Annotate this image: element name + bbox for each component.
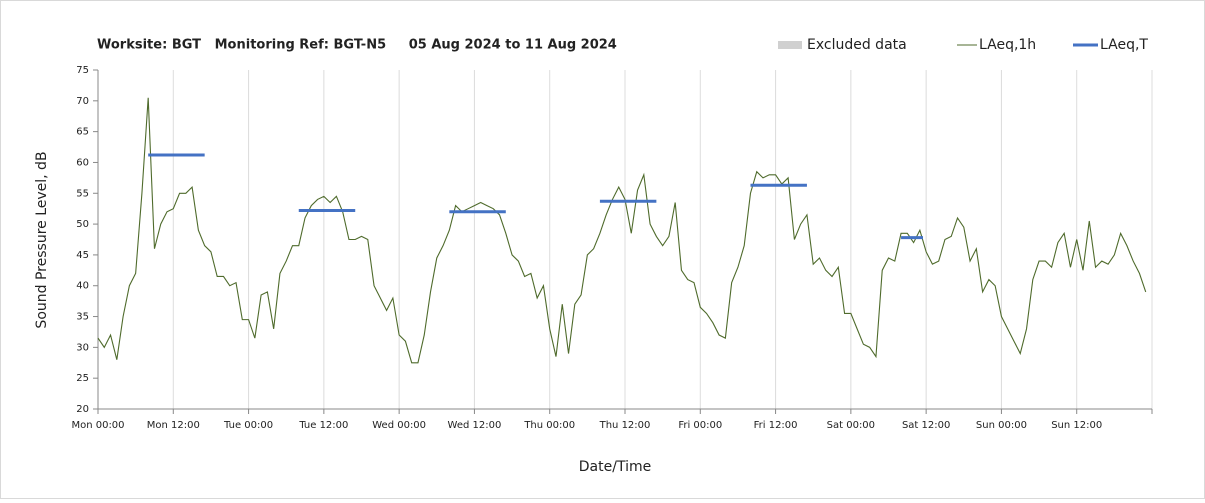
x-tick-label: Wed 12:00 xyxy=(448,420,502,431)
y-tick-label: 45 xyxy=(76,250,89,261)
x-axis-label: Date/Time xyxy=(579,459,651,475)
x-tick-label: Thu 12:00 xyxy=(599,420,651,431)
y-tick-label: 70 xyxy=(76,96,89,107)
x-tick-label: Tue 00:00 xyxy=(223,420,273,431)
x-tick-label: Mon 12:00 xyxy=(147,420,200,431)
legend-label: LAeq,T xyxy=(1100,37,1148,53)
legend-label: Excluded data xyxy=(807,37,907,53)
y-tick-label: 50 xyxy=(76,219,89,230)
x-tick-label: Fri 00:00 xyxy=(678,420,722,431)
y-tick-label: 60 xyxy=(76,157,89,168)
legend-swatch xyxy=(778,41,802,49)
y-tick-label: 30 xyxy=(76,342,89,353)
y-tick-label: 40 xyxy=(76,281,89,292)
x-tick-label: Wed 00:00 xyxy=(372,420,426,431)
x-tick-label: Sun 12:00 xyxy=(1051,420,1102,431)
legend-label: LAeq,1h xyxy=(979,37,1036,53)
y-tick-label: 25 xyxy=(76,373,89,384)
y-tick-label: 75 xyxy=(76,65,89,76)
y-tick-label: 65 xyxy=(76,127,89,138)
y-tick-label: 55 xyxy=(76,188,89,199)
data-line xyxy=(97,97,1147,364)
x-tick-label: Tue 12:00 xyxy=(298,420,348,431)
x-tick-label: Sat 00:00 xyxy=(827,420,875,431)
y-tick-label: 20 xyxy=(76,404,89,415)
x-tick-label: Sun 00:00 xyxy=(976,420,1027,431)
y-axis-label: Sound Pressure Level, dB xyxy=(34,151,50,328)
y-tick-label: 35 xyxy=(76,312,89,323)
chart-title: Worksite: BGT Monitoring Ref: BGT-N5 05 … xyxy=(97,38,617,53)
x-tick-label: Mon 00:00 xyxy=(71,420,124,431)
x-tick-label: Fri 12:00 xyxy=(754,420,798,431)
x-tick-label: Thu 00:00 xyxy=(523,420,575,431)
x-tick-label: Sat 12:00 xyxy=(902,420,950,431)
